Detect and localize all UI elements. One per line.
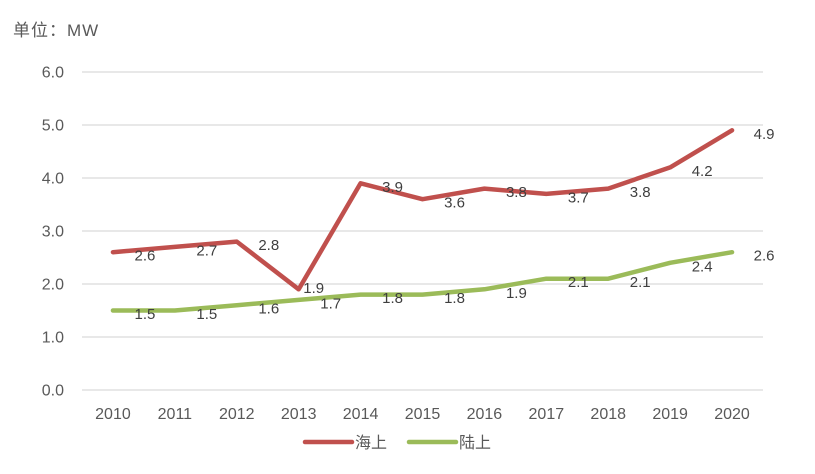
data-label-offshore: 4.2 <box>692 163 713 180</box>
data-label-onshore: 1.8 <box>444 290 465 307</box>
y-axis-tick-label: 1.0 <box>42 330 64 347</box>
x-axis-tick-label: 2010 <box>95 406 131 423</box>
y-axis-tick-label: 4.0 <box>42 171 64 188</box>
series-line-offshore <box>110 128 735 292</box>
data-label-onshore: 2.6 <box>754 248 775 265</box>
unit-label: 单位：MW <box>13 21 100 40</box>
data-label-offshore: 3.9 <box>382 179 403 196</box>
y-axis-tick-label: 2.0 <box>42 277 64 294</box>
data-label-onshore: 1.6 <box>258 301 279 318</box>
y-axis-tick-label: 5.0 <box>42 118 64 135</box>
y-axis-tick-label: 6.0 <box>42 65 64 82</box>
legend-label-offshore: 海上 <box>355 434 387 452</box>
data-label-onshore: 2.1 <box>568 274 589 291</box>
data-label-offshore: 1.9 <box>303 280 324 297</box>
y-axis-tick-label: 3.0 <box>42 224 64 241</box>
x-axis-tick-label: 2013 <box>281 406 317 423</box>
data-label-offshore: 2.7 <box>196 242 217 259</box>
x-axis-tick-label: 2019 <box>652 406 688 423</box>
x-axis-tick-label: 2012 <box>219 406 255 423</box>
data-label-offshore: 3.8 <box>506 184 527 201</box>
x-axis-tick-label: 2016 <box>467 406 503 423</box>
legend-item-onshore: 陆上 <box>406 434 491 452</box>
data-label-onshore: 1.8 <box>382 290 403 307</box>
legend-item-offshore: 海上 <box>302 434 387 452</box>
data-label-onshore: 1.5 <box>135 306 156 323</box>
data-label-onshore: 1.9 <box>506 285 527 302</box>
y-axis-tick-label: 0.0 <box>42 383 64 400</box>
legend-label-onshore: 陆上 <box>459 434 491 452</box>
x-axis-tick-label: 2018 <box>590 406 626 423</box>
data-label-offshore: 2.8 <box>258 237 279 254</box>
x-axis-tick-label: 2017 <box>529 406 565 423</box>
data-label-onshore: 1.7 <box>320 295 341 312</box>
x-axis-tick-label: 2011 <box>158 406 193 423</box>
x-axis-tick-label: 2020 <box>714 406 750 423</box>
x-axis-tick-label: 2015 <box>405 406 441 423</box>
data-label-offshore: 3.6 <box>444 195 465 212</box>
series-line-onshore <box>110 249 735 313</box>
data-label-onshore: 2.4 <box>692 258 713 275</box>
data-label-offshore: 3.7 <box>568 189 589 206</box>
x-axis-tick-label: 2014 <box>343 406 379 423</box>
data-label-offshore: 3.8 <box>630 184 651 201</box>
data-label-onshore: 1.5 <box>196 306 217 323</box>
data-label-offshore: 2.6 <box>135 248 156 265</box>
data-label-onshore: 2.1 <box>630 274 651 291</box>
data-label-offshore: 4.9 <box>754 126 775 143</box>
